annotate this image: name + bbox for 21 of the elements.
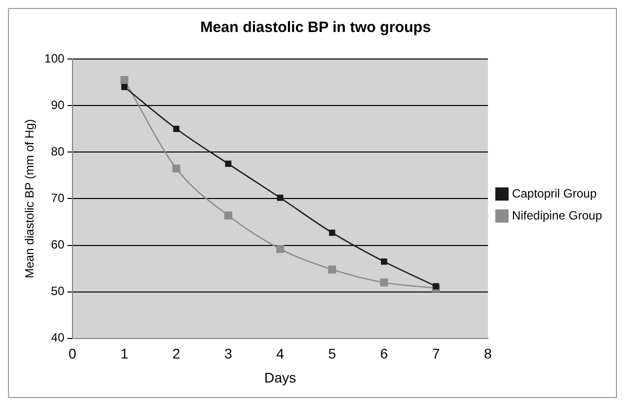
y-tick-label: 60 [51,238,65,252]
y-tick-label: 70 [51,191,65,206]
chart-title: Mean diastolic BP in two groups [200,19,431,36]
y-tick-label: 40 [51,330,65,345]
x-axis-title: Days [264,369,296,386]
x-tick-label: 3 [224,346,232,362]
x-tick-label: 2 [172,346,180,362]
x-tick-label: 7 [432,346,440,362]
y-tick-label: 90 [51,98,65,112]
legend-label: Captopril Group [512,186,597,200]
x-tick-label: 4 [276,346,284,362]
x-tick-label: 6 [380,346,388,362]
x-tick-label: 0 [68,346,77,362]
y-tick-label: 80 [51,144,65,158]
y-axis-title: Mean diastolic BP (mm of Hg) [22,119,37,278]
x-tick-label: 1 [120,346,128,362]
y-tick-label: 50 [51,284,65,298]
x-tick-label: 8 [484,346,492,362]
y-tick-label: 100 [44,51,65,66]
legend-label: Nifedipine Group [512,208,602,222]
x-tick-label: 5 [328,346,336,362]
